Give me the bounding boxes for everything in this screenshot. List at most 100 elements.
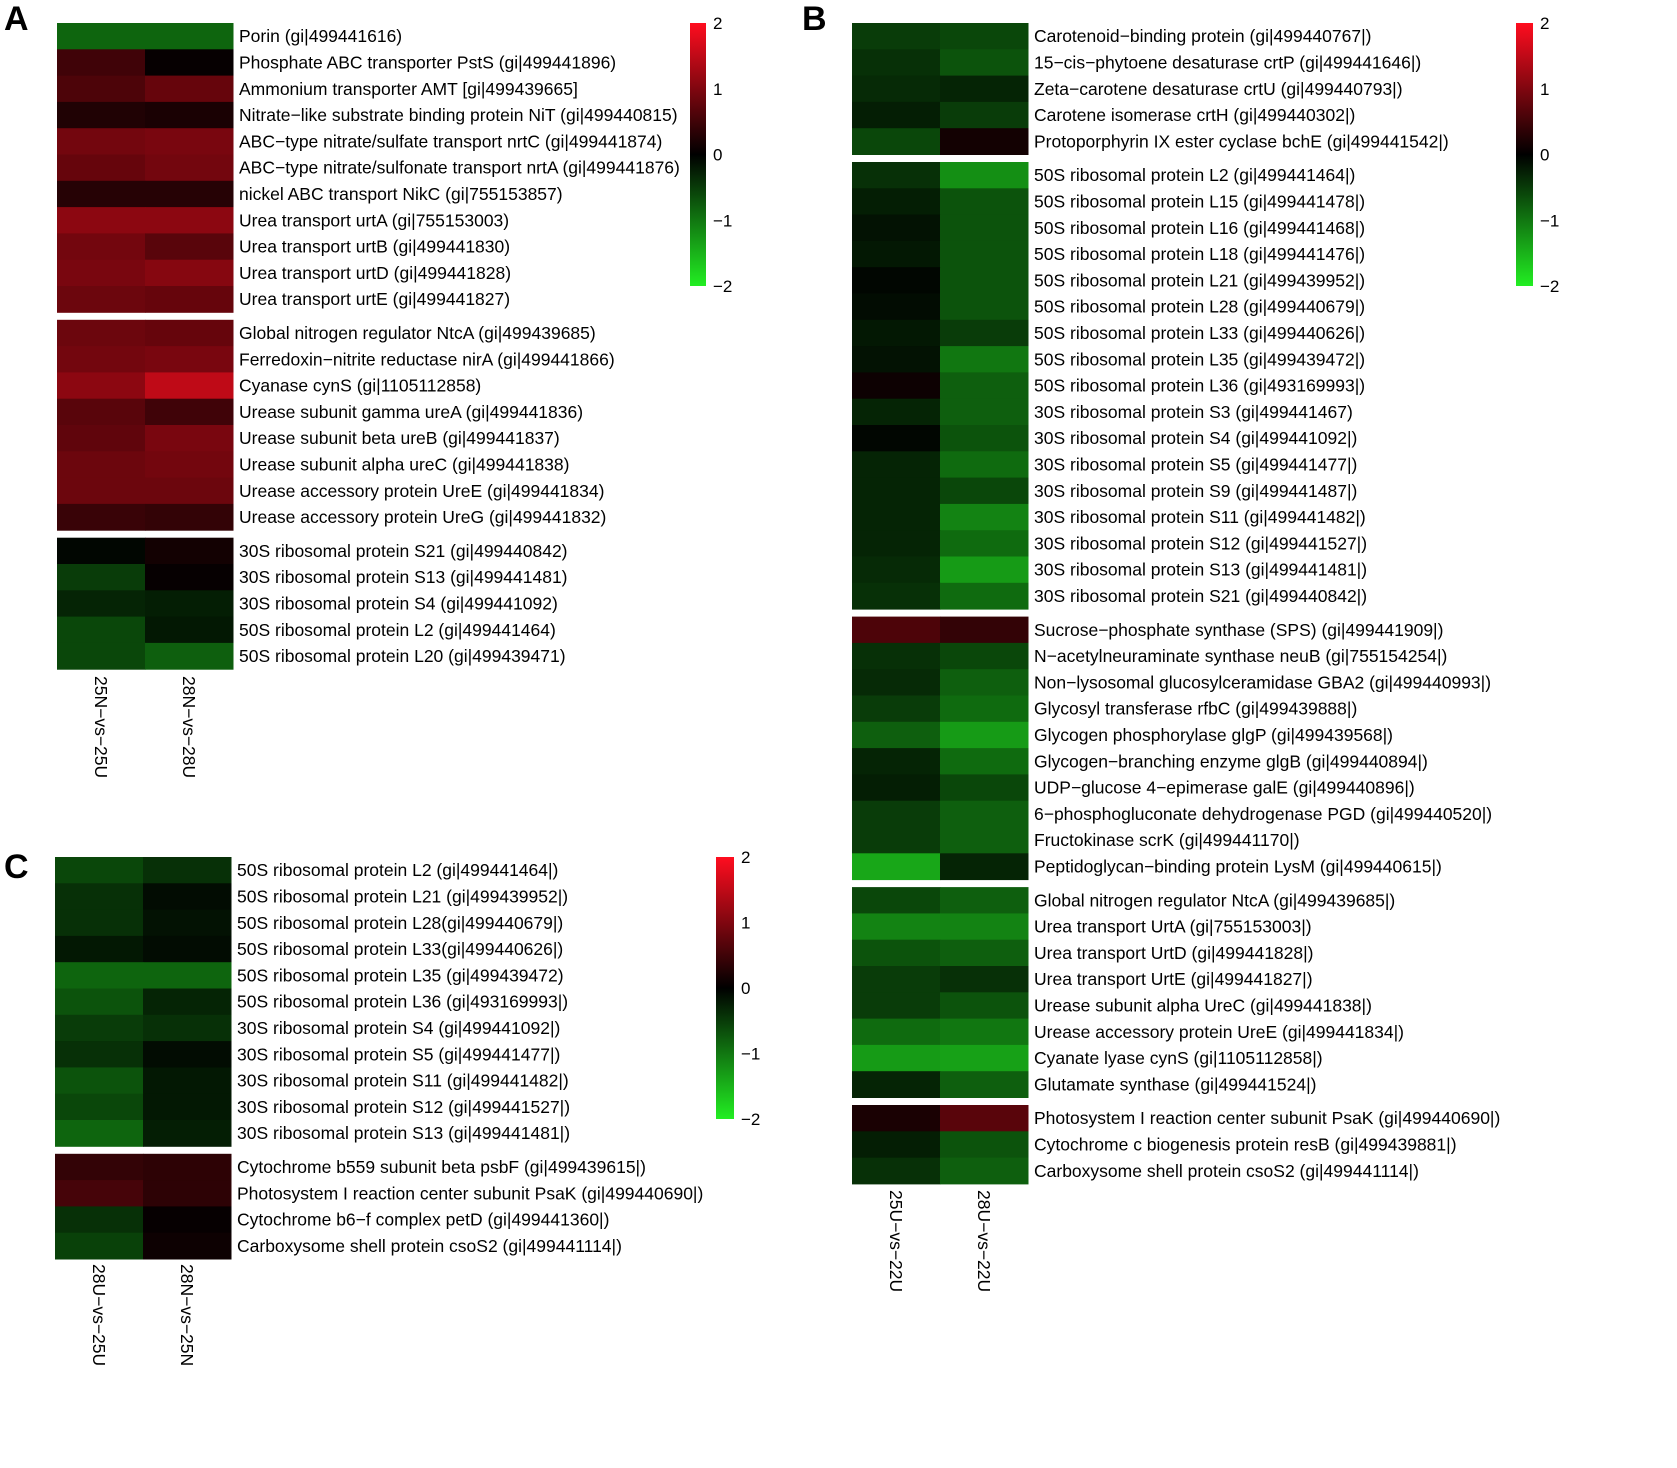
heatmap-cell (57, 319, 146, 347)
colorbar-tick-label: 1 (713, 80, 722, 99)
colorbar-tick-label: −1 (741, 1045, 760, 1064)
colorbar-tick-label: −2 (1540, 277, 1559, 296)
heatmap-cell (852, 75, 941, 103)
row-label: 30S ribosomal protein S21 (gi|499440842|… (1034, 586, 1367, 606)
heatmap-cell (940, 49, 1029, 77)
heatmap-cell (852, 530, 941, 557)
heatmap-cell (940, 966, 1029, 993)
row-label: 30S ribosomal protein S4 (gi|499441092|) (1034, 428, 1357, 448)
heatmap-cell (57, 75, 146, 103)
row-label: 50S ribosomal protein L35 (gi|499439472|… (1034, 349, 1365, 369)
row-label: Carboxysome shell protein csoS2 (gi|4994… (237, 1236, 622, 1256)
heatmap-cell (852, 346, 941, 373)
row-label: Urea transport UrtD (gi|499441828|) (1034, 943, 1314, 963)
row-label: 30S ribosomal protein S11 (gi|499441482|… (1034, 507, 1366, 527)
heatmap-cell (852, 966, 941, 993)
row-label: 50S ribosomal protein L20 (gi|499439471) (239, 646, 566, 666)
row-label: 50S ribosomal protein L28 (gi|499440679|… (1034, 297, 1365, 317)
heatmap-cell (145, 233, 234, 261)
heatmap-cell (852, 425, 941, 452)
heatmap-cell (57, 616, 146, 644)
colorbar-tick-label: 1 (741, 914, 750, 933)
row-label: Global nitrogen regulator NtcA (gi|49943… (1034, 890, 1395, 910)
row-label: Glycosyl transferase rfbC (gi|499439888|… (1034, 699, 1357, 719)
heatmap-cell (55, 988, 144, 1016)
heatmap-cell (143, 935, 232, 963)
heatmap-cell (145, 537, 234, 565)
heatmap-cell (852, 293, 941, 321)
row-label: 30S ribosomal protein S4 (gi|499441092|) (237, 1018, 560, 1038)
row-label: 30S ribosomal protein S5 (gi|499441477|) (1034, 454, 1357, 474)
heatmap-cell (852, 101, 941, 129)
heatmap-cell (852, 887, 941, 914)
heatmap-cell (940, 616, 1029, 644)
colorbar-tick-label: 2 (713, 14, 722, 33)
column-label: 28U−vs−25U (89, 1264, 109, 1366)
heatmap-cell (145, 319, 234, 347)
heatmap-cell (145, 616, 234, 644)
heatmap-cell (55, 1014, 144, 1042)
heatmap-cell (852, 556, 941, 584)
column-label: 28N−vs−25N (177, 1264, 197, 1366)
row-label: 30S ribosomal protein S5 (gi|499441477|) (237, 1044, 560, 1064)
heatmap-cell (940, 695, 1029, 723)
row-label: Glycogen phosphorylase glgP (gi|49943956… (1034, 725, 1393, 745)
heatmap-cell (145, 128, 234, 155)
heatmap-cell (145, 425, 234, 452)
heatmap-cell (57, 477, 146, 505)
row-label: Urease subunit gamma ureA (gi|499441836) (239, 402, 583, 422)
heatmap-cell (940, 346, 1029, 373)
row-label: 30S ribosomal protein S13 (gi|499441481|… (237, 1123, 570, 1143)
heatmap-cell (145, 154, 234, 182)
row-label: 50S ribosomal protein L16 (gi|499441468|… (1034, 218, 1365, 238)
heatmap-cell (55, 883, 144, 911)
heatmap-cell (57, 564, 146, 591)
heatmap-cell (940, 582, 1029, 610)
heatmap-cell (852, 913, 941, 941)
heatmap-cell (940, 992, 1029, 1020)
row-label: 30S ribosomal protein S13 (gi|499441481) (239, 567, 568, 587)
panel-letter: B (802, 0, 827, 38)
heatmap-cell (57, 398, 146, 426)
heatmap-cell (852, 695, 941, 723)
heatmap-cell (852, 1018, 941, 1046)
heatmap-cell (940, 451, 1029, 479)
heatmap-cell (940, 1071, 1029, 1098)
heatmap-cell (852, 853, 941, 881)
row-label: Cyanase cynS (gi|1105112858) (239, 376, 481, 396)
heatmap-cell (57, 590, 146, 618)
heatmap-cell (852, 669, 941, 696)
heatmap-cell (940, 293, 1029, 321)
panel-letter: C (4, 848, 29, 886)
row-label: Fructokinase scrK (gi|499441170|) (1034, 830, 1300, 850)
heatmap-cell (57, 642, 146, 670)
heatmap-cell (57, 49, 146, 77)
heatmap-cell (852, 827, 941, 854)
heatmap-cell (143, 1120, 232, 1147)
row-label: Porin (gi|499441616) (239, 26, 402, 46)
row-label: Urea transport urtD (gi|499441828) (239, 263, 511, 283)
row-label: Urea transport urtB (gi|499441830) (239, 237, 510, 257)
heatmap-cell (852, 319, 941, 347)
colorbar (1516, 23, 1533, 286)
row-label: Cyanate lyase cynS (gi|1105112858|) (1034, 1048, 1323, 1068)
colorbar-tick-label: −2 (713, 277, 732, 296)
heatmap-cell (55, 962, 144, 989)
heatmap-cell (57, 451, 146, 479)
colorbar-tick-label: 0 (741, 979, 750, 998)
heatmap-cell (55, 1206, 144, 1234)
row-label: 30S ribosomal protein S9 (gi|499441487|) (1034, 481, 1357, 501)
heatmap-cell (145, 180, 234, 208)
row-label: Glycogen−branching enzyme glgB (gi|49944… (1034, 751, 1428, 771)
heatmap-cell (940, 425, 1029, 452)
row-label: Nitrate−like substrate binding protein N… (239, 105, 678, 125)
heatmap-cell (852, 642, 941, 670)
heatmap-cell (57, 128, 146, 155)
row-label: Photosystem I reaction center subunit Ps… (237, 1183, 703, 1203)
heatmap-cell (143, 1093, 232, 1121)
heatmap-cell (852, 128, 941, 155)
heatmap-cell (940, 75, 1029, 103)
row-label: 50S ribosomal protein L21 (gi|499439952|… (237, 886, 568, 906)
heatmap-cell (57, 503, 146, 531)
heatmap-cell (145, 372, 234, 400)
